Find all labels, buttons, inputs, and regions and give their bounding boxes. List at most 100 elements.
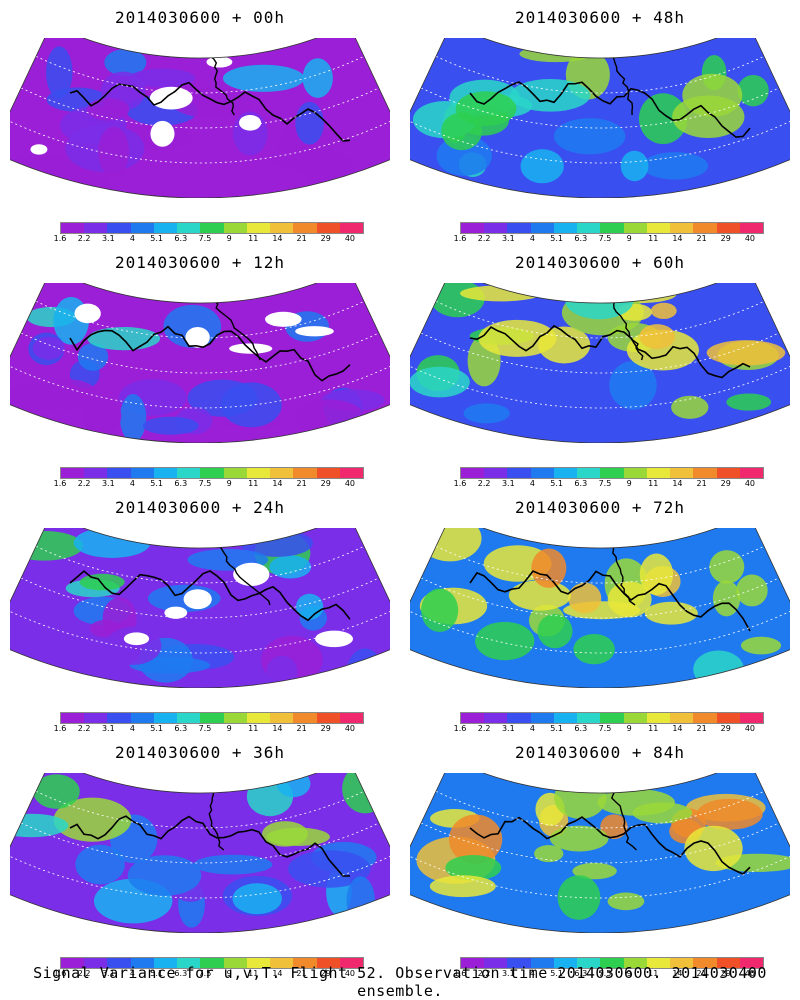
colorbar-swatch	[84, 713, 108, 723]
colorbar-tick-label: 3.1	[501, 724, 515, 733]
colorbar-tick-label: 29	[320, 724, 331, 733]
colorbar-tick-label: 14	[272, 724, 283, 733]
colorbar-swatch	[270, 958, 294, 968]
colorbar-swatch	[177, 223, 201, 233]
map-panel: 2014030600 + 48h 1.6 2.2 3.1 4 5.1 6.3 7.5 9 11 14…	[400, 0, 800, 245]
colorbar-tick-label: 1.6	[453, 479, 467, 488]
colorbar-swatch	[130, 713, 154, 723]
colorbar-tick-label: 40	[744, 724, 755, 733]
panel-title: 2014030600 + 12h	[114, 253, 286, 272]
colorbar-tick-label: 4	[129, 479, 136, 488]
colorbar-tick-label: 21	[296, 724, 307, 733]
colorbar	[460, 222, 764, 234]
colorbar-swatch	[61, 958, 85, 968]
colorbar-tick-label: 7.5	[598, 234, 612, 243]
colorbar-swatch	[84, 958, 108, 968]
colorbar-swatch	[153, 468, 178, 478]
colorbar-swatch	[270, 223, 294, 233]
colorbar-tick-label: 5.1	[150, 479, 163, 488]
colorbar-tick-label: 6.3	[174, 479, 188, 488]
colorbar-swatch	[716, 958, 740, 968]
colorbar-swatch	[270, 468, 294, 478]
colorbar-tick-label: 9	[626, 724, 632, 733]
colorbar-swatch	[223, 958, 247, 968]
colorbar-swatch	[623, 958, 647, 968]
colorbar-swatch	[61, 223, 85, 233]
colorbar-swatch	[107, 713, 131, 723]
colorbar-swatch	[339, 223, 364, 233]
colorbar-swatch	[507, 958, 531, 968]
colorbar-tick-label: 1.6	[53, 234, 67, 243]
panel-title: 2014030600 + 00h	[114, 8, 286, 27]
colorbar-tick-label: 11	[648, 234, 659, 243]
colorbar-tick-label: 1.6	[53, 969, 67, 978]
colorbar-swatch	[200, 713, 224, 723]
colorbar-tick-label: 3.1	[501, 969, 515, 978]
colorbar-swatch	[670, 468, 694, 478]
colorbar-swatch	[693, 223, 717, 233]
colorbar-swatch	[293, 223, 317, 233]
colorbar-swatch	[293, 713, 317, 723]
colorbar-tick-label: 21	[696, 969, 707, 978]
colorbar-swatch	[339, 958, 364, 968]
colorbar-swatch	[200, 223, 224, 233]
forecast-map	[410, 528, 790, 688]
colorbar-tick-label: 2.2	[77, 479, 91, 488]
colorbar-tick-label: 9	[226, 969, 232, 978]
colorbar-swatch	[177, 713, 201, 723]
colorbar-tick-label: 6.3	[174, 724, 188, 733]
colorbar-tick-label: 40	[744, 234, 755, 243]
colorbar-tick-label: 11	[248, 724, 259, 733]
colorbar-tick-label: 14	[272, 234, 283, 243]
panel-title: 2014030600 + 24h	[114, 498, 286, 517]
colorbar-swatch	[530, 958, 554, 968]
colorbar-swatch	[530, 713, 554, 723]
colorbar-tick-label: 7.5	[198, 234, 212, 243]
colorbar-tick-label: 2.2	[77, 969, 91, 978]
colorbar-tick-label: 3.1	[501, 234, 515, 243]
colorbar-swatch	[153, 958, 178, 968]
colorbar-tick-label: 7.5	[198, 724, 212, 733]
colorbar-tick-label: 40	[344, 234, 355, 243]
colorbar-tick-label: 6.3	[574, 724, 588, 733]
colorbar-tick-label: 6.3	[574, 479, 588, 488]
colorbar	[460, 712, 764, 724]
colorbar-tick-label: 5.1	[550, 479, 563, 488]
map-panel: 2014030600 + 24h 1.6 2.2 3.1 4 5.1 6.3 7.5 9 11 14…	[0, 490, 400, 735]
colorbar-swatch	[716, 468, 740, 478]
colorbar-tick-label: 4	[529, 479, 536, 488]
colorbar-tick-label: 14	[272, 479, 283, 488]
colorbar-swatch	[693, 713, 717, 723]
colorbar-tick-label: 21	[696, 724, 707, 733]
colorbar-tick-label: 1.6	[453, 969, 467, 978]
colorbar-tick-label: 4	[129, 234, 136, 243]
colorbar-tick-label: 21	[696, 234, 707, 243]
colorbar-tick-label: 29	[720, 479, 731, 488]
colorbar-swatch	[293, 468, 317, 478]
colorbar-tick-label: 21	[696, 479, 707, 488]
colorbar-tick-label: 2.2	[477, 234, 491, 243]
colorbar-swatch	[246, 468, 271, 478]
colorbar-swatch	[84, 468, 108, 478]
colorbar-tick-label: 6.3	[574, 969, 588, 978]
colorbar-swatch	[246, 958, 271, 968]
forecast-map	[410, 38, 790, 198]
colorbar-tick-label: 14	[272, 969, 283, 978]
colorbar-swatch	[270, 713, 294, 723]
colorbar-swatch	[577, 468, 601, 478]
colorbar-swatch	[246, 223, 271, 233]
map-panel: 2014030600 + 00h 1.6 2.2 3.1 4 5.1 6.3 7.5 9 11 14…	[0, 0, 400, 245]
colorbar-tick-label: 40	[344, 479, 355, 488]
colorbar-swatch	[461, 468, 485, 478]
colorbar-swatch	[223, 468, 247, 478]
colorbar-ticks: 1.6 2.2 3.1 4 5.1 6.3 7.5 9 11 14 21 29 40	[54, 969, 362, 979]
colorbar-ticks: 1.6 2.2 3.1 4 5.1 6.3 7.5 9 11 14 21 29 40	[454, 724, 762, 734]
colorbar-tick-label: 14	[672, 234, 683, 243]
colorbar-tick-label: 11	[648, 479, 659, 488]
colorbar-tick-label: 3.1	[501, 479, 515, 488]
colorbar-tick-label: 9	[226, 234, 232, 243]
colorbar-tick-label: 11	[248, 969, 259, 978]
colorbar-tick-label: 2.2	[77, 724, 91, 733]
colorbar-tick-label: 29	[720, 969, 731, 978]
colorbar-tick-label: 4	[529, 969, 536, 978]
